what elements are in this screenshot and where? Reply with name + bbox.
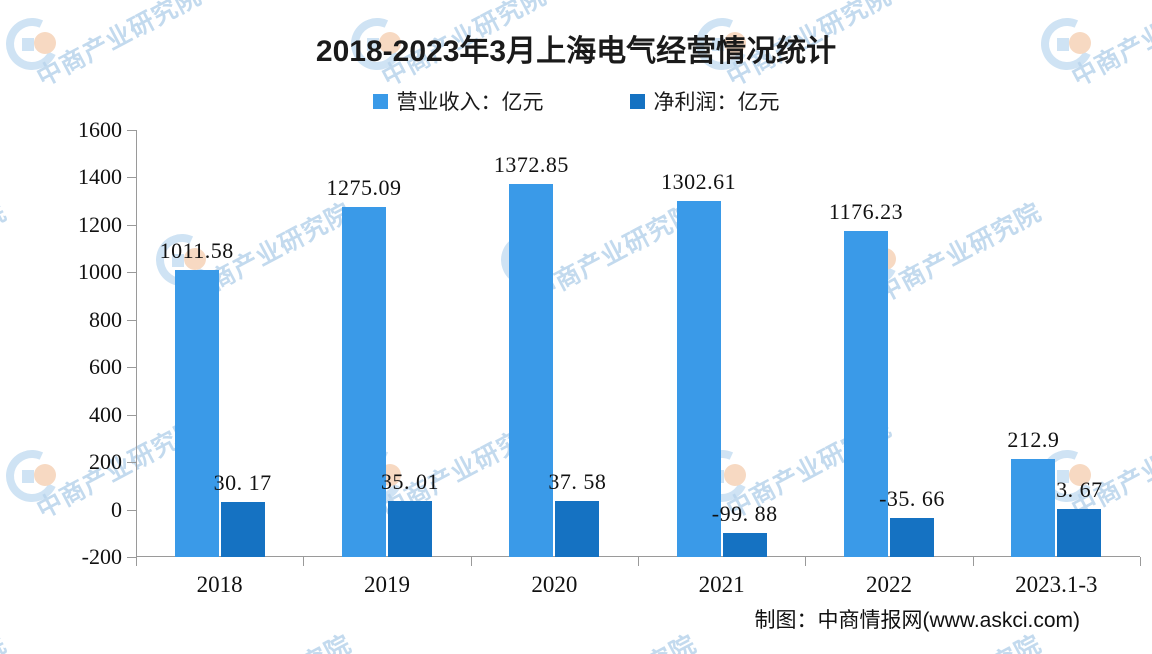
- y-axis-tick: [127, 414, 136, 416]
- y-axis: [136, 130, 137, 557]
- bar-value-label: -99. 88: [711, 501, 778, 527]
- chart-legend: 营业收入：亿元 净利润：亿元: [0, 86, 1152, 116]
- bar-revenue-2023.1-3[interactable]: [1011, 459, 1056, 557]
- y-axis-tick: [127, 462, 136, 464]
- y-axis-tick-label: 600: [89, 354, 122, 380]
- x-axis-tick: [136, 557, 137, 566]
- bar-revenue-2020[interactable]: [509, 183, 554, 557]
- bar-value-label: 1011.58: [159, 237, 234, 263]
- y-axis-tick: [127, 130, 136, 131]
- x-axis-category-label: 2023.1-3: [1015, 572, 1098, 597]
- legend-swatch-icon: [629, 93, 645, 109]
- bar-revenue-2022[interactable]: [844, 230, 888, 557]
- x-axis-category-label: 2019: [364, 572, 410, 597]
- bar-value-label: -35. 66: [879, 486, 945, 511]
- chart-title: 2018-2023年3月上海电气经营情况统计: [315, 35, 837, 68]
- bar-value-label: 37. 58: [548, 468, 607, 494]
- y-axis-tick: [127, 224, 136, 226]
- bar-value-label: 212.9: [1007, 427, 1060, 453]
- y-axis-tick: [127, 319, 136, 321]
- x-axis: [136, 556, 1140, 557]
- legend-item-revenue[interactable]: 营业收入：亿元: [372, 86, 544, 116]
- bar-net-profit-2019[interactable]: [388, 501, 432, 557]
- bar-value-label: 35. 01: [381, 469, 439, 495]
- bar-net-profit-2022[interactable]: [890, 518, 934, 557]
- y-axis-tick-label: 200: [89, 449, 122, 475]
- y-axis-tick: [127, 557, 136, 558]
- y-axis-tick-label: 800: [89, 306, 122, 332]
- bar-value-label: 30. 17: [213, 470, 272, 496]
- y-axis-tick-label: 400: [89, 401, 122, 427]
- y-axis-tick-label: 1400: [78, 164, 122, 190]
- bar-value-label: 1302.61: [661, 168, 737, 194]
- bar-net-profit-2020[interactable]: [555, 500, 600, 557]
- y-axis-tick: [127, 367, 136, 369]
- bar-net-profit-2021[interactable]: [722, 533, 767, 557]
- bar-value-label: 1372.85: [493, 151, 569, 177]
- x-axis-tick: [972, 557, 974, 566]
- plot-area: 1600 1400 1200 1000 800 600 400 200 0 -200 2018 101…: [78, 117, 1141, 597]
- x-axis-tick: [470, 557, 472, 566]
- x-axis-category-label: 2022: [866, 572, 912, 597]
- y-axis-tick: [127, 177, 136, 179]
- y-axis-tick-label: -200: [81, 544, 122, 569]
- x-axis-tick: [303, 557, 305, 566]
- legend-item-net-profit[interactable]: 净利润：亿元: [629, 86, 780, 116]
- bar-value-label: 3. 67: [1056, 476, 1103, 502]
- x-axis-category-label: 2020: [531, 572, 578, 597]
- y-axis-tick: [127, 509, 136, 511]
- legend-swatch-icon: [372, 93, 388, 109]
- x-axis-tick: [805, 557, 807, 566]
- y-axis-tick-label: 1000: [78, 259, 122, 285]
- y-axis-tick-label: 0: [111, 496, 122, 522]
- bar-net-profit-2023.1-3[interactable]: [1057, 508, 1102, 557]
- legend-label: 净利润：亿元: [653, 91, 780, 114]
- x-axis-category-label: 2018: [196, 572, 243, 597]
- source-note: 制图：中商情报网(www.askci.com): [754, 609, 1080, 632]
- y-axis-tick-label: 1600: [78, 117, 122, 142]
- x-axis-category-label: 2021: [698, 572, 745, 597]
- y-axis-tick: [127, 272, 136, 274]
- bar-value-label: 1176.23: [828, 198, 904, 224]
- y-axis-tick-label: 1200: [78, 211, 122, 237]
- x-axis-tick: [638, 557, 639, 566]
- bar-value-label: 1275.09: [326, 175, 402, 201]
- bar-revenue-2018[interactable]: [174, 269, 219, 557]
- bar-revenue-2019[interactable]: [342, 207, 386, 557]
- legend-label: 营业收入：亿元: [396, 91, 544, 114]
- bar-net-profit-2018[interactable]: [220, 502, 265, 557]
- bar-revenue-2021[interactable]: [676, 200, 721, 557]
- x-axis-tick: [1140, 557, 1141, 566]
